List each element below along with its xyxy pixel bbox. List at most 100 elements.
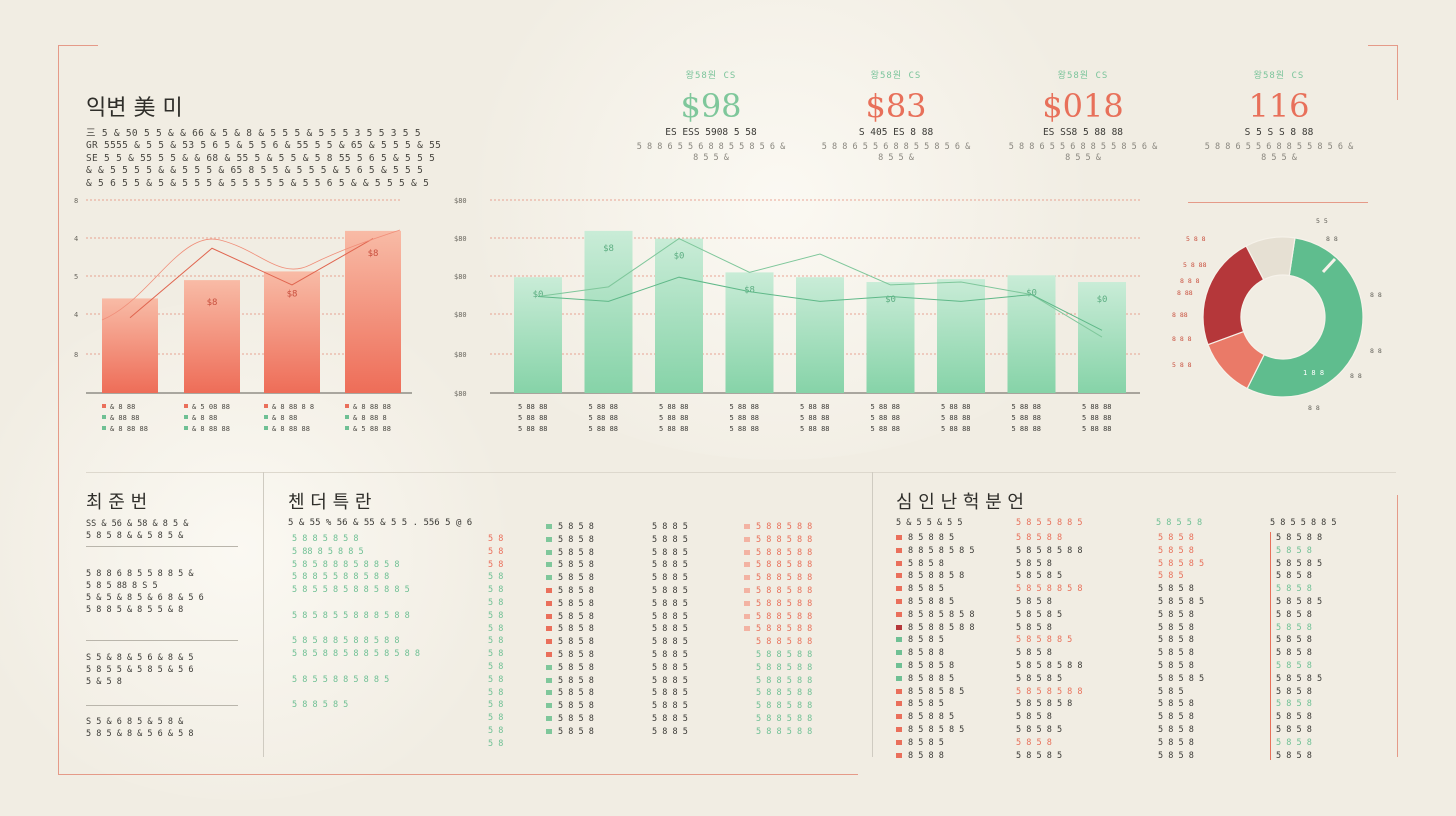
status-marker: [546, 728, 552, 734]
cell-text: 5 8 8 5: [652, 598, 688, 609]
table-cell: 5 8 5 8: [546, 700, 636, 713]
table-cell: 5 8: [488, 571, 528, 584]
status-marker: [546, 651, 552, 657]
table-cell: 5 8: [488, 623, 528, 636]
tick-label: 4: [74, 235, 78, 243]
cell-text: 5 8 5 8 5: [1276, 558, 1323, 569]
table-cell: 5 8: [488, 584, 528, 597]
status-marker: [896, 547, 902, 553]
bar-label: $8: [207, 298, 218, 308]
cell-text: 5 8 5 8 5 8 8: [1016, 660, 1083, 671]
table-cell: 5 8 5 8 5: [1016, 673, 1136, 686]
side-row: 5 & 5 8: [86, 677, 122, 687]
bar-chart-red[interactable]: 8 4 5 4 8 $8 $8 $8 & 8 88 & 5 08 88 & 8 88 8 8 & 8 …: [70, 190, 420, 450]
bar-chart-green[interactable]: $80 $80 $80 $80 $80 $80 $0 $8 $0 $8 $0 $0 $0 5 88 88 5…: [440, 190, 1150, 450]
legend-label: 5 88 88: [659, 414, 689, 422]
kpi-card[interactable]: 왕58원 CS $83 S 405 ES 8 88 5 8 8 6 5 5 6 …: [821, 68, 971, 164]
cell-text: 5 8 5 8 5: [1016, 673, 1063, 684]
kpi-card[interactable]: 왕58원 CS 116 S 5 S S 8 88 5 8 8 6 5 5 6 8…: [1204, 68, 1354, 164]
table-cell: 5 8 5 8 5: [1276, 596, 1386, 609]
kpi-value: $98: [680, 87, 742, 125]
legend-label: 5 88 88: [1012, 425, 1042, 433]
section-title: 최 준 번: [86, 492, 148, 513]
table-cell: 5 8 5: [1158, 570, 1258, 583]
cell-text: 5 8 5 5 8 5 8 8 5 8 8 5: [292, 585, 410, 596]
cell-text: 5 8 5 8: [1276, 750, 1312, 761]
table-cell: 8 5 8 8 5: [896, 673, 1008, 686]
kpi-card[interactable]: 왕58원 CS $018 ES SS8 5 88 88 5 8 8 6 5 5 …: [1008, 68, 1158, 164]
cell-text: 5 8 8 5 8 8: [756, 637, 813, 648]
cell-text: 5 8 5 8: [1158, 584, 1194, 595]
donut-label: 8 8 8: [1172, 335, 1192, 343]
cell-text: 5 8: [488, 687, 504, 698]
cell-text: 8 5 8 5: [908, 584, 944, 595]
cell-text: 5 8 5 8 5 8: [1016, 699, 1073, 710]
table-cell: 5 8 5 8 5 5 8 8 8 5 8 8: [292, 610, 482, 623]
table-cell: 5 8 5 8 5 8: [1016, 698, 1136, 711]
status-marker: [744, 600, 750, 606]
cell-text: 5 8 5 8: [1276, 737, 1312, 748]
bar-label: $8: [287, 289, 298, 299]
kpi-card[interactable]: 왕58원 CS $98 ES ESS 5908 5 58 5 8 8 6 5 5…: [636, 68, 786, 164]
table-cell: 5 8 5 8: [546, 623, 636, 636]
table-column: 8 5 8 8 5 8 8 5 8 5 8 5 5 8 5 8 8 5 8 8 5 8…: [896, 532, 1008, 762]
table-cell: 5 8 8 5 8 8: [744, 713, 854, 726]
section-title: 심 인 난 헉 분 언: [896, 492, 1024, 513]
table-cell: 5 8 5 8 8: [1016, 532, 1136, 545]
legend-swatch: [345, 426, 349, 430]
cell-text: 5 8 5 8: [1276, 686, 1312, 697]
table-cell: 8 5 8 5 8: [896, 660, 1008, 673]
donut-slice: [1246, 237, 1364, 398]
cell-text: 5 8 8 5: [652, 560, 688, 571]
donut-label: 8 8: [1370, 347, 1382, 355]
donut-label: 5 8 8: [1186, 235, 1206, 243]
table-cell: 5 8 5 8: [546, 572, 636, 585]
table-cell: 5 8: [488, 725, 528, 738]
legend-swatch: [264, 415, 268, 419]
table-cell: 5 8 5 8 5: [1158, 596, 1258, 609]
table-cell: 5 8 5 8: [1158, 634, 1258, 647]
status-marker: [744, 703, 750, 708]
table-cell: 5 8: [488, 687, 528, 700]
side-block: 5 8 8 6 8 5 5 8 8 5 & 5 8 5 88 8 S 5 5 &…: [86, 568, 238, 616]
table-cell: 5 8: [488, 533, 528, 546]
table-cell: 5 8 5 8 5 8 8: [1016, 545, 1136, 558]
legend-label: 5 88 88: [589, 425, 619, 433]
trend-line: [537, 276, 1103, 331]
status-marker: [896, 637, 902, 643]
status-marker: [744, 729, 750, 734]
table-cell: 5 8 5 8: [1276, 570, 1386, 583]
cell-text: 5 8 8 5: [652, 611, 688, 622]
section-title: 첸 더 특 란: [288, 492, 372, 513]
table-cell: 8 5 8 8 5 8 8: [896, 622, 1008, 635]
table-cell: 5 8 5 8: [1158, 750, 1258, 763]
table-cell: 5 8: [488, 559, 528, 572]
donut-label: 5 5: [1316, 217, 1328, 225]
status-marker: [744, 690, 750, 695]
table-cell: 5 8 8 5: [652, 521, 732, 534]
table-cell: 5 8 5 8 5: [1158, 558, 1258, 571]
cell-text: 5 8: [488, 623, 504, 634]
table-cell: 5 8 5: [1158, 686, 1258, 699]
cell-text: 5 8 8 5: [652, 726, 688, 737]
table-cell: 5 8 5 8: [1158, 609, 1258, 622]
legend-label: 5 88 88: [589, 414, 619, 422]
cell-text: 5 8 8 5: [652, 701, 688, 712]
table-cell: 5 8 8 5 8 8: [744, 649, 854, 662]
legend-swatch: [184, 404, 188, 408]
table-cell: 5 8 8 5 5 8 8 5 8 8: [292, 571, 482, 584]
legend-label: 5 88 88: [871, 403, 901, 411]
bar-label: $8: [368, 249, 379, 259]
cell-text: 8 5 8 8: [908, 750, 944, 761]
table-cell: 5 8 5 8: [1016, 647, 1136, 660]
cell-text: 8 5 8 8 5 8: [908, 571, 965, 582]
cell-text: 5 8 8 5: [652, 624, 688, 635]
donut-chart[interactable]: 5 8 8 5 8 88 8 8 8 8 88 8 88 8 8 8 5 8 8 5 5 8 8…: [1168, 205, 1398, 435]
table-cell: 5 8 5 8: [546, 598, 636, 611]
legend-swatch: [345, 415, 349, 419]
table-cell: 5 8 5 8 5: [1016, 609, 1136, 622]
table-cell: 5 8 8 5 8 8: [744, 687, 854, 700]
